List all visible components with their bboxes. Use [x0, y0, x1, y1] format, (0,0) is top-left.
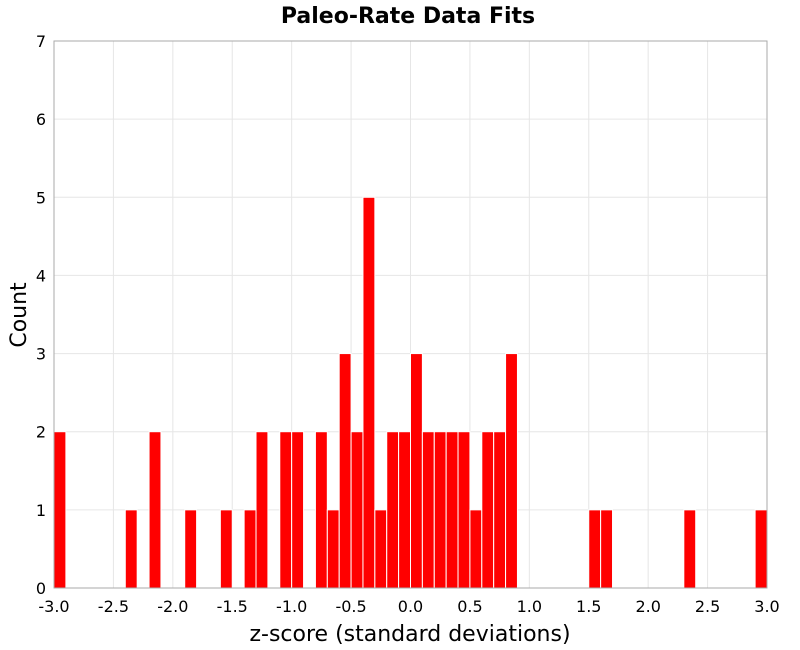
- bar: [754, 509, 768, 589]
- x-tick-label: -1.0: [276, 597, 307, 616]
- bar: [148, 431, 162, 589]
- x-tick-label: 0.5: [457, 597, 482, 616]
- bar: [469, 509, 483, 589]
- y-axis-label: Count: [7, 282, 32, 348]
- bar: [314, 431, 328, 589]
- bar: [505, 353, 518, 589]
- bar: [53, 431, 67, 589]
- y-tick-label: 0: [36, 579, 46, 598]
- x-axis-label: z-score (standard deviations): [249, 622, 570, 647]
- bar: [445, 431, 459, 589]
- bar: [291, 431, 305, 589]
- bars: [53, 196, 768, 589]
- bar: [493, 431, 507, 589]
- x-tick-label: -0.5: [335, 597, 366, 616]
- bar: [243, 509, 257, 589]
- x-tick-label: 2.5: [695, 597, 720, 616]
- bar: [338, 353, 352, 589]
- x-tick-label: -2.5: [98, 597, 129, 616]
- y-tick-label: 2: [36, 423, 46, 442]
- bar: [362, 196, 376, 589]
- x-tick-label: 0.0: [398, 597, 423, 616]
- bar: [374, 509, 388, 589]
- y-axis-ticks: 0 1 2 3 4 5 6 7: [36, 32, 46, 598]
- bar: [410, 353, 423, 589]
- bar: [255, 431, 269, 589]
- bar: [184, 509, 198, 589]
- x-tick-label: 2.0: [635, 597, 660, 616]
- x-tick-label: 1.5: [576, 597, 601, 616]
- bar: [588, 509, 602, 589]
- bar: [433, 431, 447, 589]
- bar: [421, 431, 435, 589]
- x-axis-ticks: -3.0 -2.5 -2.0 -1.5 -1.0 -0.5 0.0 0.5 1.0 1.5 2.0 2…: [38, 597, 779, 616]
- bar: [398, 431, 412, 589]
- bar: [219, 509, 233, 589]
- chart-title: Paleo-Rate Data Fits: [281, 4, 535, 29]
- y-tick-label: 5: [36, 188, 46, 207]
- bar: [457, 431, 471, 589]
- y-tick-label: 3: [36, 345, 46, 364]
- bar: [386, 431, 400, 589]
- bar: [279, 431, 293, 589]
- x-tick-label: 3.0: [754, 597, 779, 616]
- y-tick-label: 4: [36, 266, 46, 285]
- x-tick-label: -2.0: [157, 597, 188, 616]
- x-tick-label: -3.0: [38, 597, 69, 616]
- x-tick-label: 1.0: [517, 597, 542, 616]
- y-tick-label: 6: [36, 110, 46, 129]
- bar: [350, 431, 364, 589]
- x-tick-label: -1.5: [217, 597, 248, 616]
- plot-frame: [53, 40, 768, 589]
- bar: [481, 431, 495, 589]
- bar: [683, 509, 697, 589]
- y-tick-label: 7: [36, 32, 46, 51]
- bar: [124, 509, 138, 589]
- bar: [326, 509, 340, 589]
- bar: [600, 509, 614, 589]
- y-tick-label: 1: [36, 501, 46, 520]
